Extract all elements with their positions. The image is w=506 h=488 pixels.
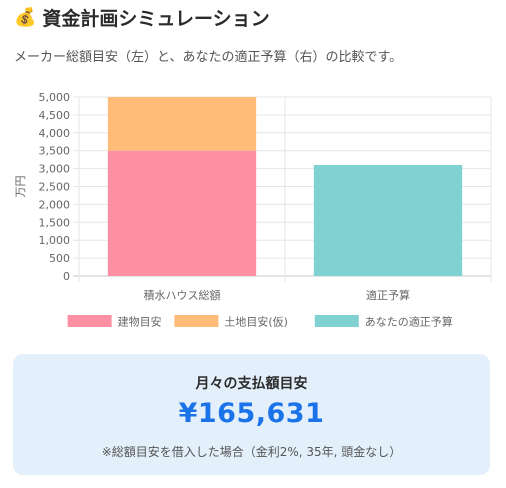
x-tick-label: 積水ハウス総額 (144, 288, 221, 302)
y-tick-label: 2,000 (39, 198, 71, 211)
monthly-payment-card: 月々の支払額目安 ¥165,631 ※総額目安を借入した場合（金利2%, 35年… (13, 354, 490, 475)
y-axis-label: 万円 (14, 176, 27, 198)
legend-label: 土地目安(仮) (224, 315, 288, 329)
y-tick-label: 4,000 (39, 127, 71, 140)
bar-segment (313, 165, 463, 276)
budget-comparison-chart: 0 500 1,000 1,500 2,000 2,500 3,000 3,500 4,000 4… (14, 91, 492, 329)
y-tick-label: 5,000 (39, 91, 71, 104)
page-subtitle: メーカー総額目安（左）と、あなたの適正予算（右）の比較です。 (14, 50, 403, 65)
y-tick-label: 4,500 (39, 109, 71, 122)
y-tick-label: 3,000 (39, 163, 71, 176)
y-tick-label: 500 (49, 252, 70, 265)
x-tick-label: 適正予算 (366, 288, 410, 302)
page-title-text: 資金計画シミュレーション (42, 8, 270, 30)
monthly-payment-title: 月々の支払額目安 (195, 376, 308, 392)
y-tick-label: 2,500 (39, 181, 71, 194)
bar-segment (107, 97, 257, 151)
bar-segment (107, 150, 257, 276)
y-tick-label: 0 (63, 270, 70, 283)
legend-swatch (174, 315, 219, 327)
legend-swatch (67, 315, 112, 327)
monthly-payment-amount: ¥165,631 (178, 398, 325, 429)
y-tick-label: 1,500 (39, 216, 71, 229)
legend-swatch (314, 315, 359, 327)
y-tick-label: 3,500 (39, 145, 71, 158)
monthly-payment-note: ※総額目安を借入した場合（金利2%, 35年, 頭金なし） (101, 445, 402, 459)
page-title: 💰 資金計画シミュレーション (14, 4, 270, 31)
legend-label: あなたの適正予算 (365, 315, 453, 329)
money-bag-icon: 💰 (14, 7, 37, 28)
y-tick-label: 1,000 (39, 234, 71, 247)
legend-label: 建物目安 (118, 315, 162, 329)
